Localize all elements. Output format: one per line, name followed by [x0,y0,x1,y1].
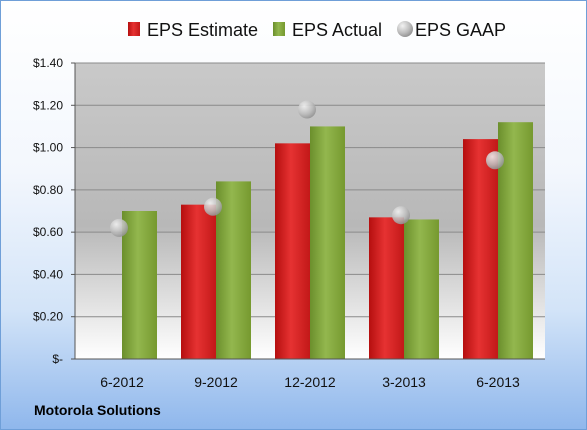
x-tick-label: 6-2012 [100,374,144,390]
legend-label-gaap: EPS GAAP [415,20,506,40]
eps-actual-bar [122,211,157,359]
legend-swatch-gaap [397,21,413,37]
y-tick-label: $0.80 [33,183,63,197]
eps-estimate-bar [181,204,216,359]
y-tick-label: $1.00 [33,141,63,155]
eps-estimate-bar [369,217,404,359]
eps-actual-bar [310,126,345,359]
y-tick-label: $0.40 [33,267,63,281]
eps-gaap-point [392,206,410,225]
y-tick-label: $0.60 [33,225,63,239]
y-axis: $- $0.20 $0.40 $0.60 $0.80 $1.00 $1.20 $1.40 [33,56,76,366]
y-tick-label: $- [52,352,63,366]
eps-estimate-bar [463,139,498,359]
x-tick-label: 6-2013 [476,374,520,390]
y-tick-label: $1.20 [33,98,63,112]
legend: EPS Estimate EPS Actual EPS GAAP [128,20,506,40]
legend-label-actual: EPS Actual [292,20,382,40]
eps-estimate-bar [275,143,310,359]
x-tick-label: 9-2012 [194,374,238,390]
y-tick-label: $0.20 [33,310,63,324]
eps-gaap-point [298,100,316,119]
y-tick-label: $1.40 [33,56,63,70]
legend-swatch-actual [273,22,285,36]
eps-gaap-point [204,197,222,216]
legend-label-estimate: EPS Estimate [147,20,258,40]
gaap-points [110,100,504,237]
x-tick-label: 3-2013 [382,374,426,390]
company-name: Motorola Solutions [34,402,161,418]
eps-actual-bar [216,181,251,359]
x-axis: 6-2012 9-2012 12-2012 3-2013 6-2013 [75,358,545,390]
eps-gaap-point [110,218,128,237]
eps-actual-bar [404,219,439,359]
eps-gaap-point [486,151,504,170]
legend-swatch-estimate [128,22,140,36]
bars [122,122,533,359]
x-tick-label: 12-2012 [284,374,336,390]
